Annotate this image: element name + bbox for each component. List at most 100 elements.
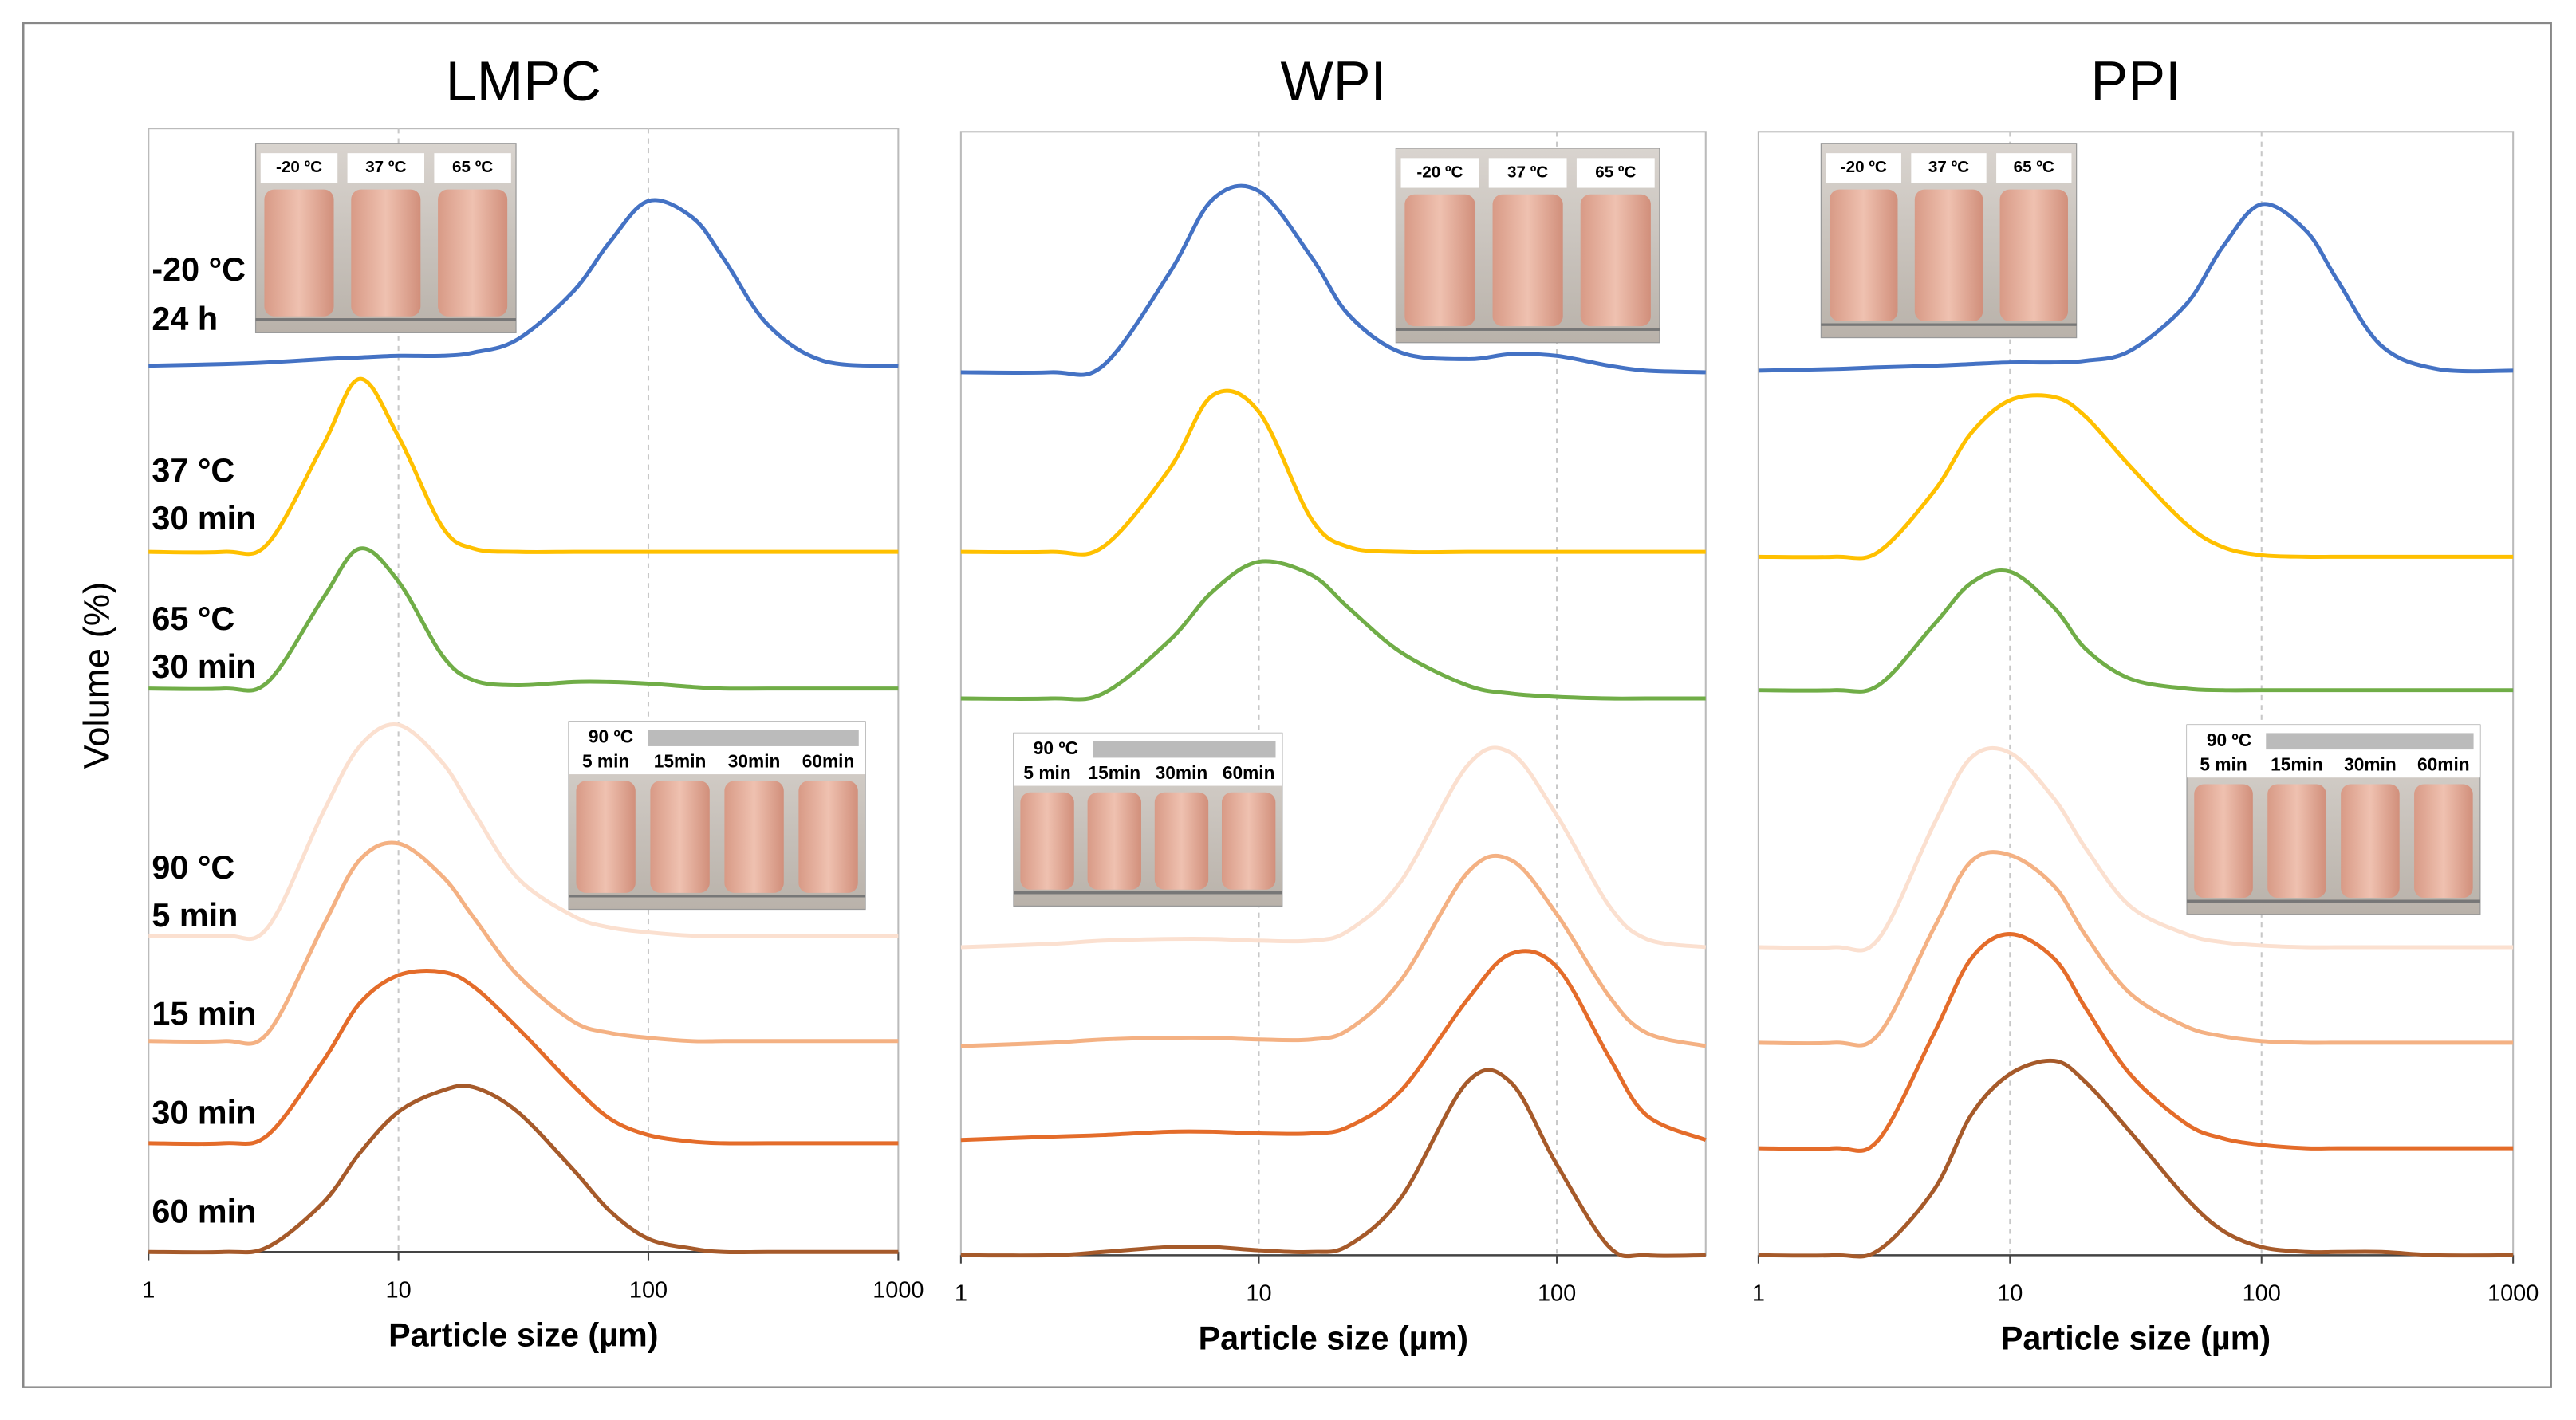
outer-frame (22, 22, 2552, 1388)
inset-label: 90 ºC (2207, 730, 2251, 750)
inset-label: 60min (1223, 762, 1275, 783)
distribution-curve (1758, 850, 2514, 1048)
distribution-curve (148, 1084, 899, 1255)
x-tick-label: 10 (1246, 1281, 1271, 1307)
label-box (347, 153, 425, 183)
sample-tube (2414, 784, 2473, 899)
series-label: 60 min (152, 1194, 256, 1230)
label-strip (2266, 733, 2474, 750)
sample-tube (2194, 784, 2253, 899)
distribution-curve (148, 722, 899, 942)
sample-tube (650, 781, 710, 893)
inset-label: 15min (2271, 754, 2323, 775)
sample-tube (2267, 784, 2326, 899)
distribution-curve (960, 183, 1706, 377)
sample-tube (1020, 792, 1074, 890)
inset-label: 65 ºC (1595, 163, 1636, 181)
sample-tube (351, 189, 421, 317)
sample-tube (264, 189, 334, 317)
inset-label: 37 ºC (1507, 163, 1548, 181)
label-box (434, 153, 511, 183)
photo-inset: 90 ºC 5 min 15min 30min 60min (1013, 732, 1283, 907)
distribution-curve (1758, 746, 2514, 953)
inset-label: 60min (2417, 754, 2470, 775)
label-box (1996, 153, 2072, 183)
series-label: 30 min (152, 1095, 256, 1131)
distribution-curve (1758, 1058, 2514, 1259)
x-axis-label: Particle size (µm) (388, 1317, 658, 1354)
distribution-curve (960, 388, 1706, 557)
sample-tube (1830, 189, 1898, 321)
inset-label: 30min (2344, 754, 2397, 775)
label-box (1911, 153, 1987, 183)
x-tick-label: 1000 (872, 1277, 924, 1303)
series-label: -20 °C (152, 251, 246, 288)
distribution-curve (148, 376, 899, 557)
series-label: 5 min (152, 897, 238, 934)
x-tick-label: 1 (142, 1277, 155, 1303)
x-tick-label: 1 (1752, 1281, 1765, 1307)
label-box (260, 153, 338, 183)
x-tick-label: 100 (2243, 1281, 2281, 1307)
photo-inset: -20 ºC 37 ºC 65 ºC (1395, 148, 1660, 344)
x-tick-label: 10 (386, 1277, 412, 1303)
inset-label: 30min (728, 751, 781, 772)
photo-inset: 90 ºC 5 min 15min 30min 60min (568, 721, 866, 911)
y-axis-label: Volume (%) (76, 582, 116, 769)
distribution-curve (1758, 932, 2514, 1153)
inset-label: 30min (1156, 762, 1208, 783)
sample-tube (1492, 194, 1563, 327)
label-box (1576, 158, 1655, 188)
sample-tube (1914, 189, 1983, 321)
inset-label: 5 min (2200, 754, 2247, 775)
x-tick-label: 100 (629, 1277, 668, 1303)
distribution-curve (1758, 393, 2514, 561)
distribution-curve (960, 559, 1706, 702)
inset-label: -20 ºC (276, 158, 322, 176)
inset-label: -20 ºC (1416, 163, 1463, 181)
distribution-curve (1758, 202, 2514, 374)
panel-title: PPI (2090, 49, 2180, 112)
sample-tube (1404, 194, 1475, 327)
distribution-curve (960, 949, 1707, 1143)
distribution-curve (1758, 568, 2514, 694)
inset-label: 60min (802, 751, 855, 772)
distribution-curve (960, 745, 1707, 950)
distribution-curve (148, 969, 899, 1147)
sample-tube (798, 781, 858, 893)
series-label: 30 min (152, 500, 256, 537)
sample-tube (1154, 792, 1209, 890)
series-label: 24 h (152, 301, 218, 337)
inset-label: 65 ºC (2014, 158, 2054, 176)
sample-tube (2341, 784, 2400, 899)
x-tick-label: 100 (1538, 1281, 1576, 1307)
inset-label: 5 min (1023, 762, 1070, 783)
x-tick-label: 1000 (2487, 1281, 2539, 1307)
x-tick-label: 1 (955, 1281, 967, 1307)
x-tick-label: 10 (1997, 1281, 2023, 1307)
photo-inset: -20 ºC 37 ºC 65 ºC (254, 143, 517, 333)
sample-tube (724, 781, 784, 893)
inset-label: 90 ºC (589, 726, 633, 747)
panel-title: WPI (1280, 49, 1386, 112)
distribution-curve (960, 853, 1707, 1048)
label-box (1400, 158, 1479, 188)
photo-inset: -20 ºC 37 ºC 65 ºC (1820, 143, 2078, 339)
panel-title: LMPC (446, 49, 601, 112)
inset-label: 15min (654, 751, 707, 772)
distribution-curve (148, 546, 899, 693)
distribution-curve (148, 198, 899, 368)
label-box (1488, 158, 1567, 188)
x-axis-label: Particle size (µm) (1199, 1320, 1468, 1357)
inset-label: 37 ºC (1928, 158, 1969, 176)
inset-label: 15min (1088, 762, 1140, 783)
label-strip (648, 730, 859, 746)
photo-inset: 90 ºC 5 min 15min 30min 60min (2186, 724, 2481, 915)
distribution-curve (148, 840, 899, 1046)
label-box (1826, 153, 1901, 183)
sample-tube (1087, 792, 1141, 890)
sample-tube (438, 189, 508, 317)
series-label: 90 °C (152, 849, 234, 886)
